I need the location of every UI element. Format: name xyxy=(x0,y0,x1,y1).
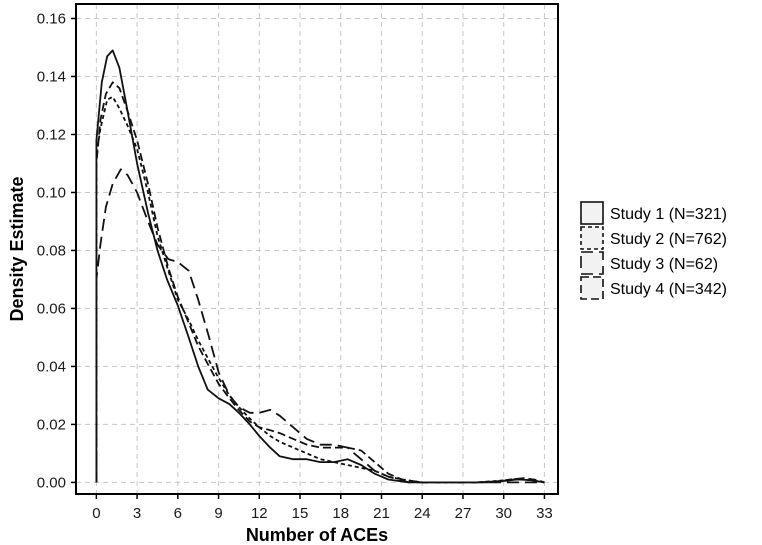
y-tick-label: 0.06 xyxy=(37,300,66,317)
x-tick-label: 12 xyxy=(251,505,268,522)
x-tick-label: 27 xyxy=(455,505,472,522)
legend-label-3: Study 3 (N=62) xyxy=(610,256,718,273)
legend-label-4: Study 4 (N=342) xyxy=(610,281,727,298)
x-axis-title: Number of ACEs xyxy=(246,525,388,545)
series-line-3 xyxy=(95,168,545,484)
x-tick-label: 24 xyxy=(414,505,431,522)
series-lines xyxy=(95,49,545,484)
y-tick-label: 0.08 xyxy=(37,242,66,259)
x-tick-label: 30 xyxy=(495,505,512,522)
legend-key-1 xyxy=(580,201,604,225)
y-tick-label: 0.10 xyxy=(37,184,66,201)
y-tick-label: 0.12 xyxy=(37,126,66,143)
y-tick-label: 0.04 xyxy=(37,358,66,375)
x-tick-label: 21 xyxy=(373,505,390,522)
x-tick-label: 3 xyxy=(133,505,141,522)
y-axis-title: Density Estimate xyxy=(7,176,27,321)
y-tick-label: 0.02 xyxy=(37,416,66,433)
x-tick-label: 18 xyxy=(332,505,349,522)
axis-ticks: 0 3 6 9 12 15 18 21 24 27 30 33 0.00 0.02 0.04 0.06 0.08… xyxy=(37,10,553,522)
legend-key-2 xyxy=(580,226,604,250)
x-tick-label: 15 xyxy=(292,505,309,522)
x-tick-label: 9 xyxy=(214,505,222,522)
legend-key-3 xyxy=(580,251,604,275)
y-tick-label: 0.00 xyxy=(37,474,66,491)
legend-label-2: Study 2 (N=762) xyxy=(610,231,727,248)
x-tick-label: 33 xyxy=(536,505,553,522)
legend-key-4 xyxy=(580,276,604,300)
legend-label-1: Study 1 (N=321) xyxy=(610,206,727,223)
y-tick-label: 0.14 xyxy=(37,68,66,85)
series-line-1 xyxy=(95,49,545,484)
x-tick-label: 0 xyxy=(92,505,100,522)
y-tick-label: 0.16 xyxy=(37,10,66,27)
series-line-4 xyxy=(95,81,545,484)
x-tick-label: 6 xyxy=(174,505,182,522)
grid-lines xyxy=(76,4,558,494)
plot-frame xyxy=(75,3,559,495)
legend: Study 1 (N=321) Study 2 (N=762) Study 3 (N… xyxy=(580,201,727,300)
